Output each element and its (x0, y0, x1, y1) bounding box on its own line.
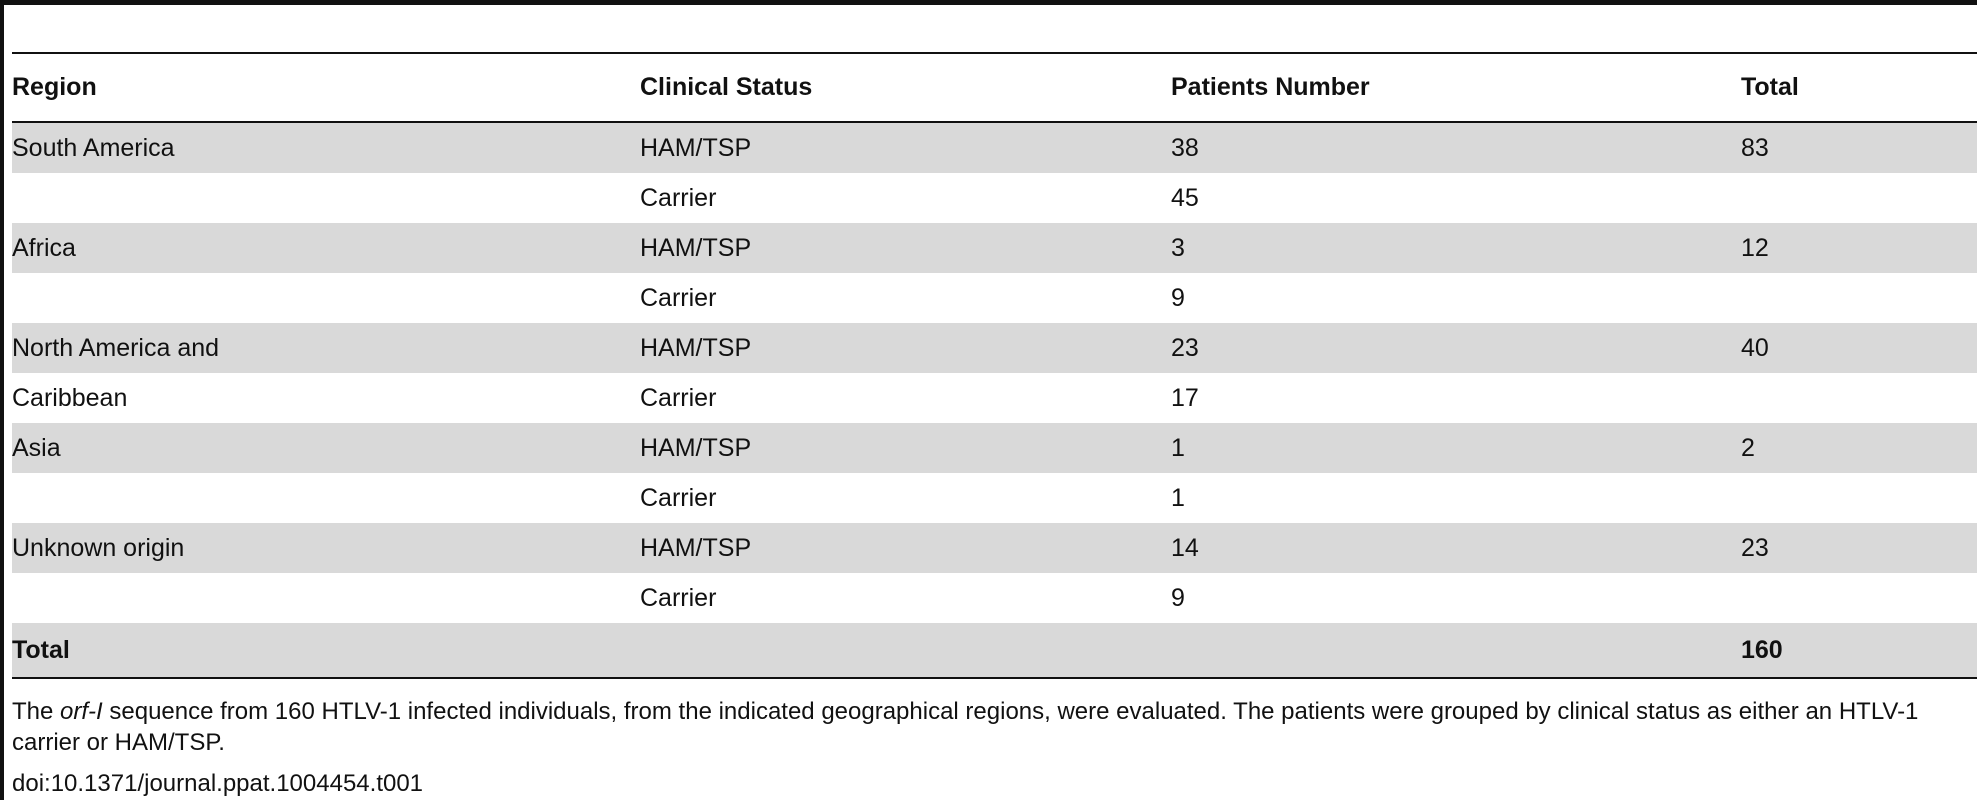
cell-total: 23 (1741, 523, 1977, 573)
cell-status: HAM/TSP (640, 223, 1171, 273)
header-clinical-status: Clinical Status (640, 73, 813, 101)
header-region: Region (12, 73, 97, 101)
header-patients-number: Patients Number (1171, 73, 1370, 101)
total-label: Total (12, 623, 640, 679)
cell-patients: 3 (1171, 223, 1741, 273)
cell-status: Carrier (640, 583, 717, 612)
cell-status: Carrier (640, 483, 717, 512)
cell-patients: 9 (1171, 583, 1185, 612)
cell-region: Caribbean (12, 383, 128, 412)
cell-total: 83 (1741, 122, 1977, 173)
footnote-gene-name: orf-I (60, 698, 103, 725)
table-row: Africa HAM/TSP 3 12 (12, 223, 1977, 273)
cell-patients: 23 (1171, 323, 1741, 373)
cell-patients: 38 (1171, 122, 1741, 173)
top-rule (0, 0, 1977, 5)
cell-status: Carrier (640, 383, 717, 412)
cell-patients: 45 (1171, 183, 1199, 212)
doi-reference: doi:10.1371/journal.ppat.1004454.t001 (12, 770, 424, 797)
footnote-text-end: sequence from 160 HTLV-1 infected indivi… (12, 698, 1919, 756)
cell-patients: 9 (1171, 283, 1185, 312)
table-row: Carrier 1 (12, 473, 1977, 523)
table-container: Region Clinical Status Patients Number T… (12, 52, 1977, 679)
total-row: Total 160 (12, 623, 1977, 679)
cell-status: HAM/TSP (640, 323, 1171, 373)
cell-patients: 1 (1171, 423, 1741, 473)
table-row: Unknown origin HAM/TSP 14 23 (12, 523, 1977, 573)
data-table: Region Clinical Status Patients Number T… (12, 52, 1977, 679)
cell-region: Unknown origin (12, 523, 640, 573)
total-value: 160 (1741, 623, 1977, 679)
cell-region (12, 273, 640, 323)
table-row: Carrier 9 (12, 573, 1977, 623)
cell-status: HAM/TSP (640, 122, 1171, 173)
table-row: Carrier 9 (12, 273, 1977, 323)
cell-status: HAM/TSP (640, 523, 1171, 573)
cell-total (1741, 373, 1977, 423)
table-row: South America HAM/TSP 38 83 (12, 122, 1977, 173)
table-row: North America and HAM/TSP 23 40 (12, 323, 1977, 373)
cell-empty (1171, 623, 1741, 679)
cell-status: Carrier (640, 283, 717, 312)
cell-total: 40 (1741, 323, 1977, 373)
cell-region (12, 473, 640, 523)
cell-region (12, 573, 640, 623)
cell-total (1741, 273, 1977, 323)
cell-patients: 1 (1171, 483, 1185, 512)
cell-region: South America (12, 122, 640, 173)
cell-status: HAM/TSP (640, 423, 1171, 473)
header-row: Region Clinical Status Patients Number T… (12, 53, 1977, 122)
footnote-text-start: The (12, 698, 61, 725)
cell-total: 2 (1741, 423, 1977, 473)
cell-total (1741, 473, 1977, 523)
cell-status: Carrier (640, 183, 717, 212)
table-row: Caribbean Carrier 17 (12, 373, 1977, 423)
table-footnote: The orf-I sequence from 160 HTLV-1 infec… (12, 696, 1977, 758)
cell-total (1741, 173, 1977, 223)
cell-region (12, 173, 640, 223)
header-total: Total (1741, 73, 1799, 101)
cell-patients: 17 (1171, 383, 1199, 412)
table-row: Carrier 45 (12, 173, 1977, 223)
cell-patients: 14 (1171, 523, 1741, 573)
cell-empty (640, 623, 1171, 679)
left-border (0, 0, 4, 800)
cell-total (1741, 573, 1977, 623)
cell-region: Asia (12, 423, 640, 473)
cell-region: Africa (12, 223, 640, 273)
cell-region: North America and (12, 323, 640, 373)
cell-total: 12 (1741, 223, 1977, 273)
table-row: Asia HAM/TSP 1 2 (12, 423, 1977, 473)
